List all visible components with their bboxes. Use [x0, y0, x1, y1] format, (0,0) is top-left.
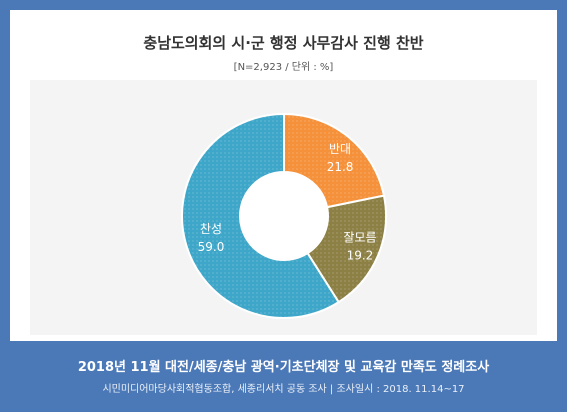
slice-support-value-label: 59.0 — [198, 240, 225, 254]
slice-unsure-texture — [307, 195, 386, 303]
slice-oppose-category-label: 반대 — [329, 142, 351, 156]
slice-support-texture — [182, 114, 339, 318]
chart-subtitle: [N=2,923 / 단위 : %] — [233, 62, 334, 73]
footer-source: 시민미디어마당사회적협동조합, 세종리서치 공동 조사 | 조사일시 : 201… — [102, 384, 465, 395]
slice-unsure-category-label: 잘모름 — [343, 231, 376, 245]
footer-title: 2018년 11월 대전/세종/충남 광역·기초단체장 및 교육감 만족도 정례… — [77, 360, 490, 375]
chart-title: 충남도의회의 시·군 행정 사무감사 진행 찬반 — [143, 34, 424, 52]
slice-oppose-texture — [284, 114, 384, 208]
slice-unsure-value-label: 19.2 — [347, 249, 374, 263]
donut-hole — [241, 173, 327, 259]
slice-support-category-label: 찬성 — [200, 221, 222, 236]
slice-oppose-value-label: 21.8 — [327, 160, 354, 174]
